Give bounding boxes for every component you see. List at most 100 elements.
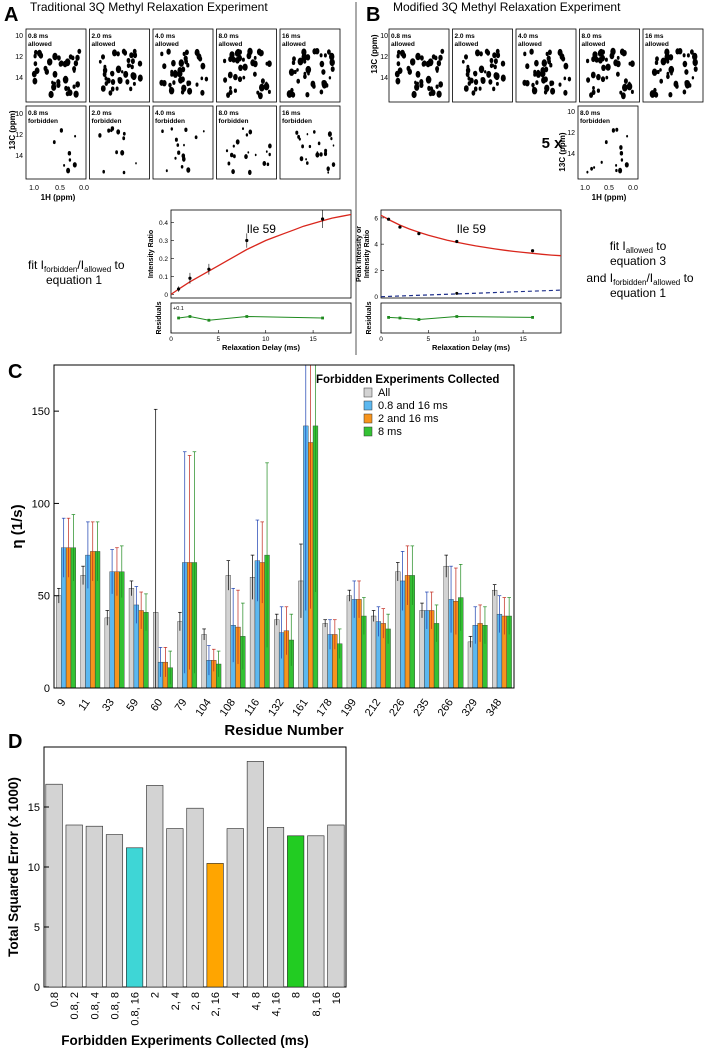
b-allowed-peak — [626, 82, 633, 91]
a-forbidden-peak — [232, 144, 235, 148]
a-forbidden-peak — [245, 133, 249, 137]
d-bar — [246, 761, 264, 988]
a-c-tick-14: 14 — [15, 75, 23, 82]
d-bar — [166, 828, 184, 988]
a-allowed-peak — [228, 89, 233, 96]
a-forbidden-peak — [174, 137, 178, 142]
b-allowed-peak — [540, 69, 546, 78]
b-allowed-spectrum-frame — [642, 28, 704, 103]
b-allowed-peak — [489, 63, 494, 69]
a-allowed-peak — [110, 70, 115, 77]
d-bar — [327, 824, 345, 988]
a-plot-frame — [170, 209, 352, 299]
a-allowed-peak — [170, 69, 174, 75]
b-plot-allowed-point — [455, 239, 459, 244]
b-plot-residual-point — [417, 318, 421, 321]
panel-a-title: Traditional 3Q Methyl Relaxation Experim… — [30, 0, 268, 14]
c-bars — [56, 365, 512, 688]
a-plot-data-point — [320, 217, 325, 221]
b-allowed-peak — [630, 60, 635, 67]
d-xtick-label: 0.8 — [49, 992, 61, 1007]
a-allowed-peak — [100, 85, 106, 92]
b-plot-allowed-point — [386, 217, 391, 221]
b-allowed-peak — [616, 55, 620, 60]
a-allowed-peak — [233, 88, 237, 93]
b-allowed-peak — [544, 66, 549, 73]
a-forbidden-peak — [262, 161, 267, 166]
b-plot-allowed-point — [417, 232, 421, 236]
a-allowed-peak — [65, 91, 70, 97]
a-allowed-peak — [307, 71, 310, 76]
a-forbidden-spectrum-type: forbidden — [28, 118, 58, 125]
panel-a-letter: A — [4, 4, 18, 26]
c-xtick-label: 60 — [149, 697, 166, 714]
a-forbidden-peak — [247, 151, 250, 154]
b-allowed-peak — [659, 68, 662, 72]
b-plot-residual-point — [531, 316, 534, 319]
a-allowed-peak — [186, 62, 190, 68]
a-forbidden-spectrum-time: 4.0 ms — [155, 110, 176, 117]
c-ytick-label: 150 — [32, 406, 50, 418]
b-allowed-peak — [500, 60, 506, 67]
c-legend-title: Forbidden Experiments Collected — [316, 374, 499, 386]
b-allowed-spectrum-type: allowed — [645, 41, 669, 48]
a-forbidden-peak — [306, 133, 309, 136]
a-allowed-peak — [296, 68, 299, 72]
b-plot-ytick-label: 0 — [374, 294, 378, 301]
d-xtick-label: 16 — [331, 992, 343, 1004]
b-forbidden-peak — [615, 164, 618, 167]
b-plot-forbidden-fit — [380, 289, 562, 298]
b-allowed-peak — [494, 72, 500, 81]
d-xtick-label: 8 — [291, 992, 303, 998]
a-allowed-peak — [223, 58, 227, 64]
b-forbidden-spectrum-time: 8.0 ms — [580, 110, 601, 117]
b-allowed-peak — [395, 77, 401, 85]
a-forbidden-peak — [122, 131, 126, 136]
b-allowed-peak — [397, 49, 401, 55]
a-forbidden-peak — [161, 129, 164, 133]
b-allowed-peak — [531, 82, 535, 88]
a-plot-res-ylabel: Residuals — [156, 301, 163, 334]
c-frame — [53, 364, 515, 689]
a-plot-residual-point — [188, 315, 192, 318]
panel-b-fit-line-3: and Iforbidden/Iallowed to — [586, 271, 694, 287]
b-allowed-peak — [523, 51, 527, 57]
b-plot-xtick-label: 0 — [379, 336, 383, 343]
a-allowed-peak — [56, 82, 61, 88]
b-allowed-peak — [610, 47, 616, 56]
a-forbidden-peak — [326, 166, 330, 172]
a-allowed-peak — [253, 71, 257, 77]
a-allowed-peak — [77, 48, 82, 54]
a-allowed-peak — [267, 60, 272, 67]
b-allowed-spectrum-type: allowed — [582, 41, 606, 48]
panel-b-fit-line-4: equation 1 — [610, 286, 666, 300]
b-plot-residual-frame — [380, 302, 562, 334]
b-allowed-peak — [563, 62, 569, 70]
c-legend-label: All — [378, 387, 390, 399]
a-allowed-peak — [57, 55, 61, 61]
b-plot-ytick-label: 6 — [374, 215, 378, 222]
a-allowed-peak — [160, 51, 164, 57]
b-allowed-peak — [493, 58, 498, 65]
b-allowed-peak — [429, 86, 434, 92]
a-plot-ytick-label: 0.2 — [159, 256, 168, 263]
b-c-tick2-14: 14 — [567, 151, 575, 158]
c-bar-all — [104, 617, 110, 688]
b-allowed-peak — [415, 52, 421, 61]
a-allowed-peak — [125, 79, 130, 85]
a-allowed-peak — [292, 56, 296, 62]
a-forbidden-peak — [298, 137, 301, 141]
b-forbidden-peak — [615, 168, 618, 173]
a-forbidden-peak — [135, 162, 137, 165]
a-allowed-peak — [130, 58, 135, 65]
b-allowed-peak — [492, 52, 497, 59]
b-allowed-peak — [668, 92, 673, 98]
a-forbidden-peak — [59, 128, 64, 133]
a-c-tick-14b: 14 — [15, 153, 23, 160]
c-xtick-label: 329 — [460, 697, 480, 719]
b-allowed-peak — [682, 60, 688, 68]
